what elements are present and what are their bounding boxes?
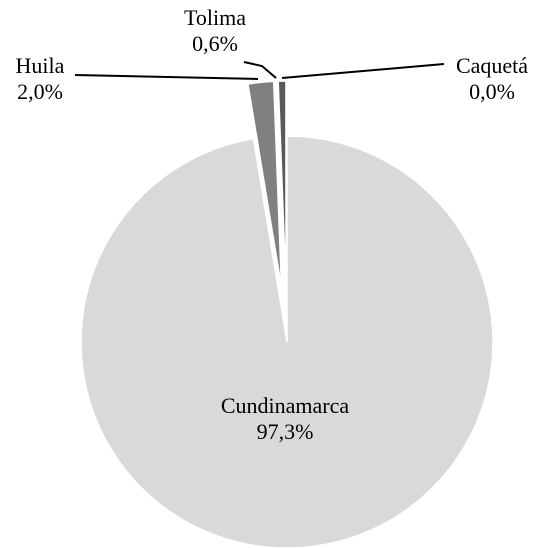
leader-line — [281, 63, 445, 79]
slice-label: Cundinamarca — [221, 393, 350, 418]
pie-slice — [277, 80, 287, 288]
leader-line — [74, 74, 259, 80]
pie-slice — [247, 80, 283, 288]
slice-value-label: 2,0% — [17, 79, 63, 104]
leader-line — [243, 61, 277, 79]
slice-label: Tolima — [184, 5, 246, 30]
slice-value-label: 0,6% — [192, 31, 238, 56]
slice-value-label: 97,3% — [257, 419, 314, 444]
slice-value-label: 0,0% — [469, 79, 515, 104]
slice-label: Caquetá — [456, 53, 528, 78]
pie-slice — [80, 135, 494, 548]
slice-label: Huila — [16, 53, 65, 78]
pie — [80, 80, 494, 548]
